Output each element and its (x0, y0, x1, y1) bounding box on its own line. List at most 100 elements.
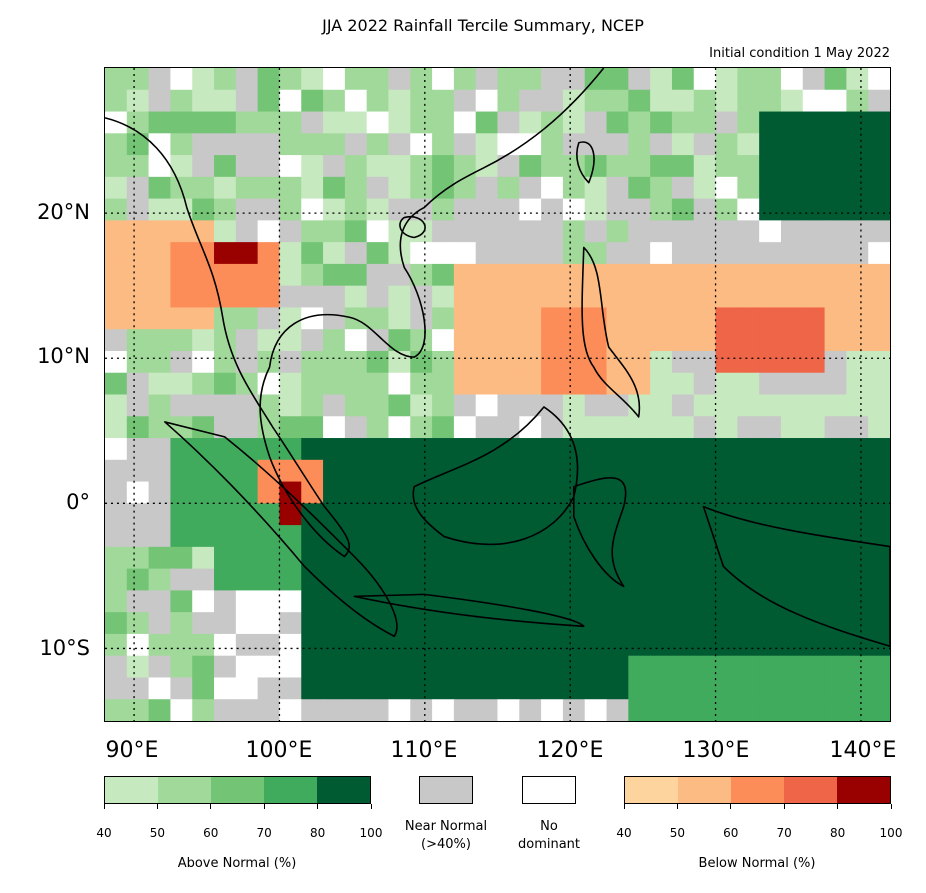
tercile-cell (453, 285, 477, 308)
tercile-cell (759, 546, 782, 570)
tercile-cell (759, 503, 782, 526)
tercile-cell (366, 633, 389, 657)
tercile-cell (519, 176, 542, 200)
tercile-cell (824, 481, 847, 504)
tercile-cell (650, 307, 673, 330)
tercile-cell (475, 350, 498, 374)
tercile-cell (214, 155, 237, 178)
tercile-cell (344, 438, 368, 461)
coastline-taiwan (576, 141, 595, 184)
tercile-cell (650, 176, 673, 200)
tercile-cell (693, 612, 717, 635)
tercile-cell (344, 699, 368, 721)
tercile-cell (344, 111, 368, 134)
tercile-cell (323, 481, 346, 504)
tercile-cell (344, 459, 368, 483)
tercile-cell (606, 612, 629, 635)
tercile-cell (715, 394, 738, 417)
tercile-cell (148, 176, 171, 200)
tercile-cell (410, 612, 433, 635)
tercile-cell (214, 416, 237, 439)
tercile-cell (235, 285, 259, 308)
tercile-cell (780, 198, 804, 221)
colorbar-swatch (731, 777, 784, 803)
tercile-cell (170, 699, 193, 721)
tercile-cell (759, 133, 782, 156)
tercile-cell (323, 655, 346, 678)
tercile-cell (148, 699, 171, 721)
tercile-cell (410, 546, 433, 570)
tercile-cell (780, 481, 804, 504)
tercile-cell (344, 198, 368, 221)
tercile-cell (105, 68, 128, 91)
tercile-cell (235, 89, 259, 113)
tercile-cell (541, 590, 564, 613)
tercile-cell (323, 155, 346, 178)
tercile-cell (584, 263, 608, 287)
tercile-cell (388, 459, 411, 483)
tercile-cell (366, 350, 389, 374)
tercile-cell (541, 242, 564, 265)
tercile-cell (453, 372, 477, 395)
tercile-cell (148, 459, 171, 483)
tercile-cell (497, 481, 520, 504)
tercile-cell (780, 263, 804, 287)
tercile-cell (214, 220, 237, 243)
colorbar-tick-label: 40 (616, 826, 632, 840)
colorbar-tick-mark (783, 804, 785, 809)
tercile-cell (519, 133, 542, 156)
tercile-cell (148, 503, 171, 526)
tercile-cell (105, 503, 128, 526)
tercile-cell (584, 285, 608, 308)
tercile-cell (105, 655, 128, 678)
tercile-cell (279, 438, 302, 461)
tercile-cell (453, 307, 477, 330)
tercile-cell (519, 612, 542, 635)
tercile-cell (737, 568, 760, 591)
tercile-cell (693, 89, 717, 113)
tercile-cell (671, 438, 695, 461)
tercile-cell (214, 198, 237, 221)
tercile-cell (366, 220, 389, 243)
tercile-cell (737, 242, 760, 265)
tercile-cell (628, 176, 651, 200)
tercile-cell (148, 133, 171, 156)
tercile-cell (715, 459, 738, 483)
tercile-cell (105, 89, 128, 113)
tercile-cell (279, 242, 302, 265)
tercile-cell (388, 525, 411, 548)
tercile-cell (475, 89, 498, 113)
tercile-cell (323, 263, 346, 287)
tercile-cell (824, 612, 847, 635)
tercile-cell (541, 568, 564, 591)
tercile-cell (235, 263, 259, 287)
tercile-cell (824, 394, 847, 417)
tercile-cell (432, 416, 455, 439)
tercile-cell (824, 372, 847, 395)
tercile-cell (606, 307, 629, 330)
tercile-cell (497, 89, 520, 113)
tercile-cell (126, 655, 150, 678)
tercile-cell (780, 285, 804, 308)
tercile-cell (192, 546, 215, 570)
tercile-cell (693, 176, 717, 200)
tercile-cell (475, 655, 498, 678)
tercile-cell (737, 133, 760, 156)
coastline-hainan (399, 215, 426, 239)
tercile-cell (497, 633, 520, 657)
tercile-cell (519, 111, 542, 134)
tercile-cell (323, 285, 346, 308)
tercile-cell (410, 677, 433, 700)
tercile-cell (192, 350, 215, 374)
tercile-cell (257, 89, 280, 113)
tercile-cell (541, 133, 564, 156)
tercile-cell (846, 220, 869, 243)
tercile-cell (366, 89, 389, 113)
tercile-cell (802, 372, 826, 395)
tercile-cell (301, 307, 324, 330)
above-normal-colorbar (104, 776, 371, 804)
tercile-cell (737, 438, 760, 461)
tercile-cell (257, 350, 280, 374)
tercile-cell (584, 481, 608, 504)
tercile-cell (671, 655, 695, 678)
